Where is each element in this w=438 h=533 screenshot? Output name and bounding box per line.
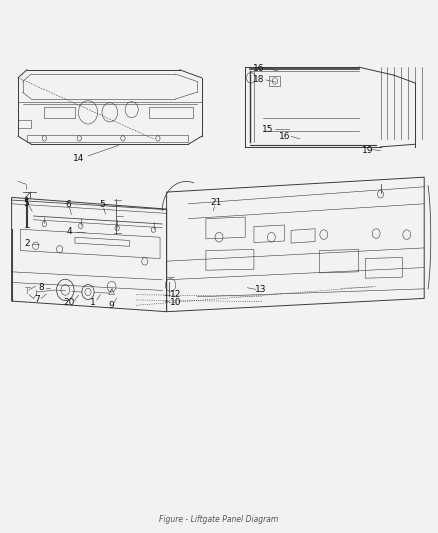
Text: 5: 5 bbox=[23, 199, 29, 208]
Text: 16: 16 bbox=[279, 132, 290, 141]
Text: 10: 10 bbox=[170, 298, 181, 307]
Text: 1: 1 bbox=[89, 298, 95, 307]
Text: 12: 12 bbox=[170, 289, 181, 298]
Text: 15: 15 bbox=[262, 125, 274, 134]
Text: 9: 9 bbox=[108, 301, 114, 310]
Text: 16: 16 bbox=[253, 64, 265, 72]
Text: 20: 20 bbox=[63, 298, 74, 307]
Text: 7: 7 bbox=[34, 295, 40, 304]
Text: 5: 5 bbox=[99, 200, 105, 209]
Text: 14: 14 bbox=[73, 154, 84, 163]
Text: 19: 19 bbox=[362, 146, 373, 155]
Text: 8: 8 bbox=[39, 283, 44, 292]
Text: 6: 6 bbox=[66, 200, 71, 209]
Text: 2: 2 bbox=[24, 239, 30, 248]
Text: 21: 21 bbox=[210, 198, 222, 207]
Text: 4: 4 bbox=[67, 228, 73, 237]
Text: 18: 18 bbox=[253, 75, 265, 84]
Text: Figure - Liftgate Panel Diagram: Figure - Liftgate Panel Diagram bbox=[159, 514, 279, 523]
Text: 13: 13 bbox=[255, 285, 267, 294]
